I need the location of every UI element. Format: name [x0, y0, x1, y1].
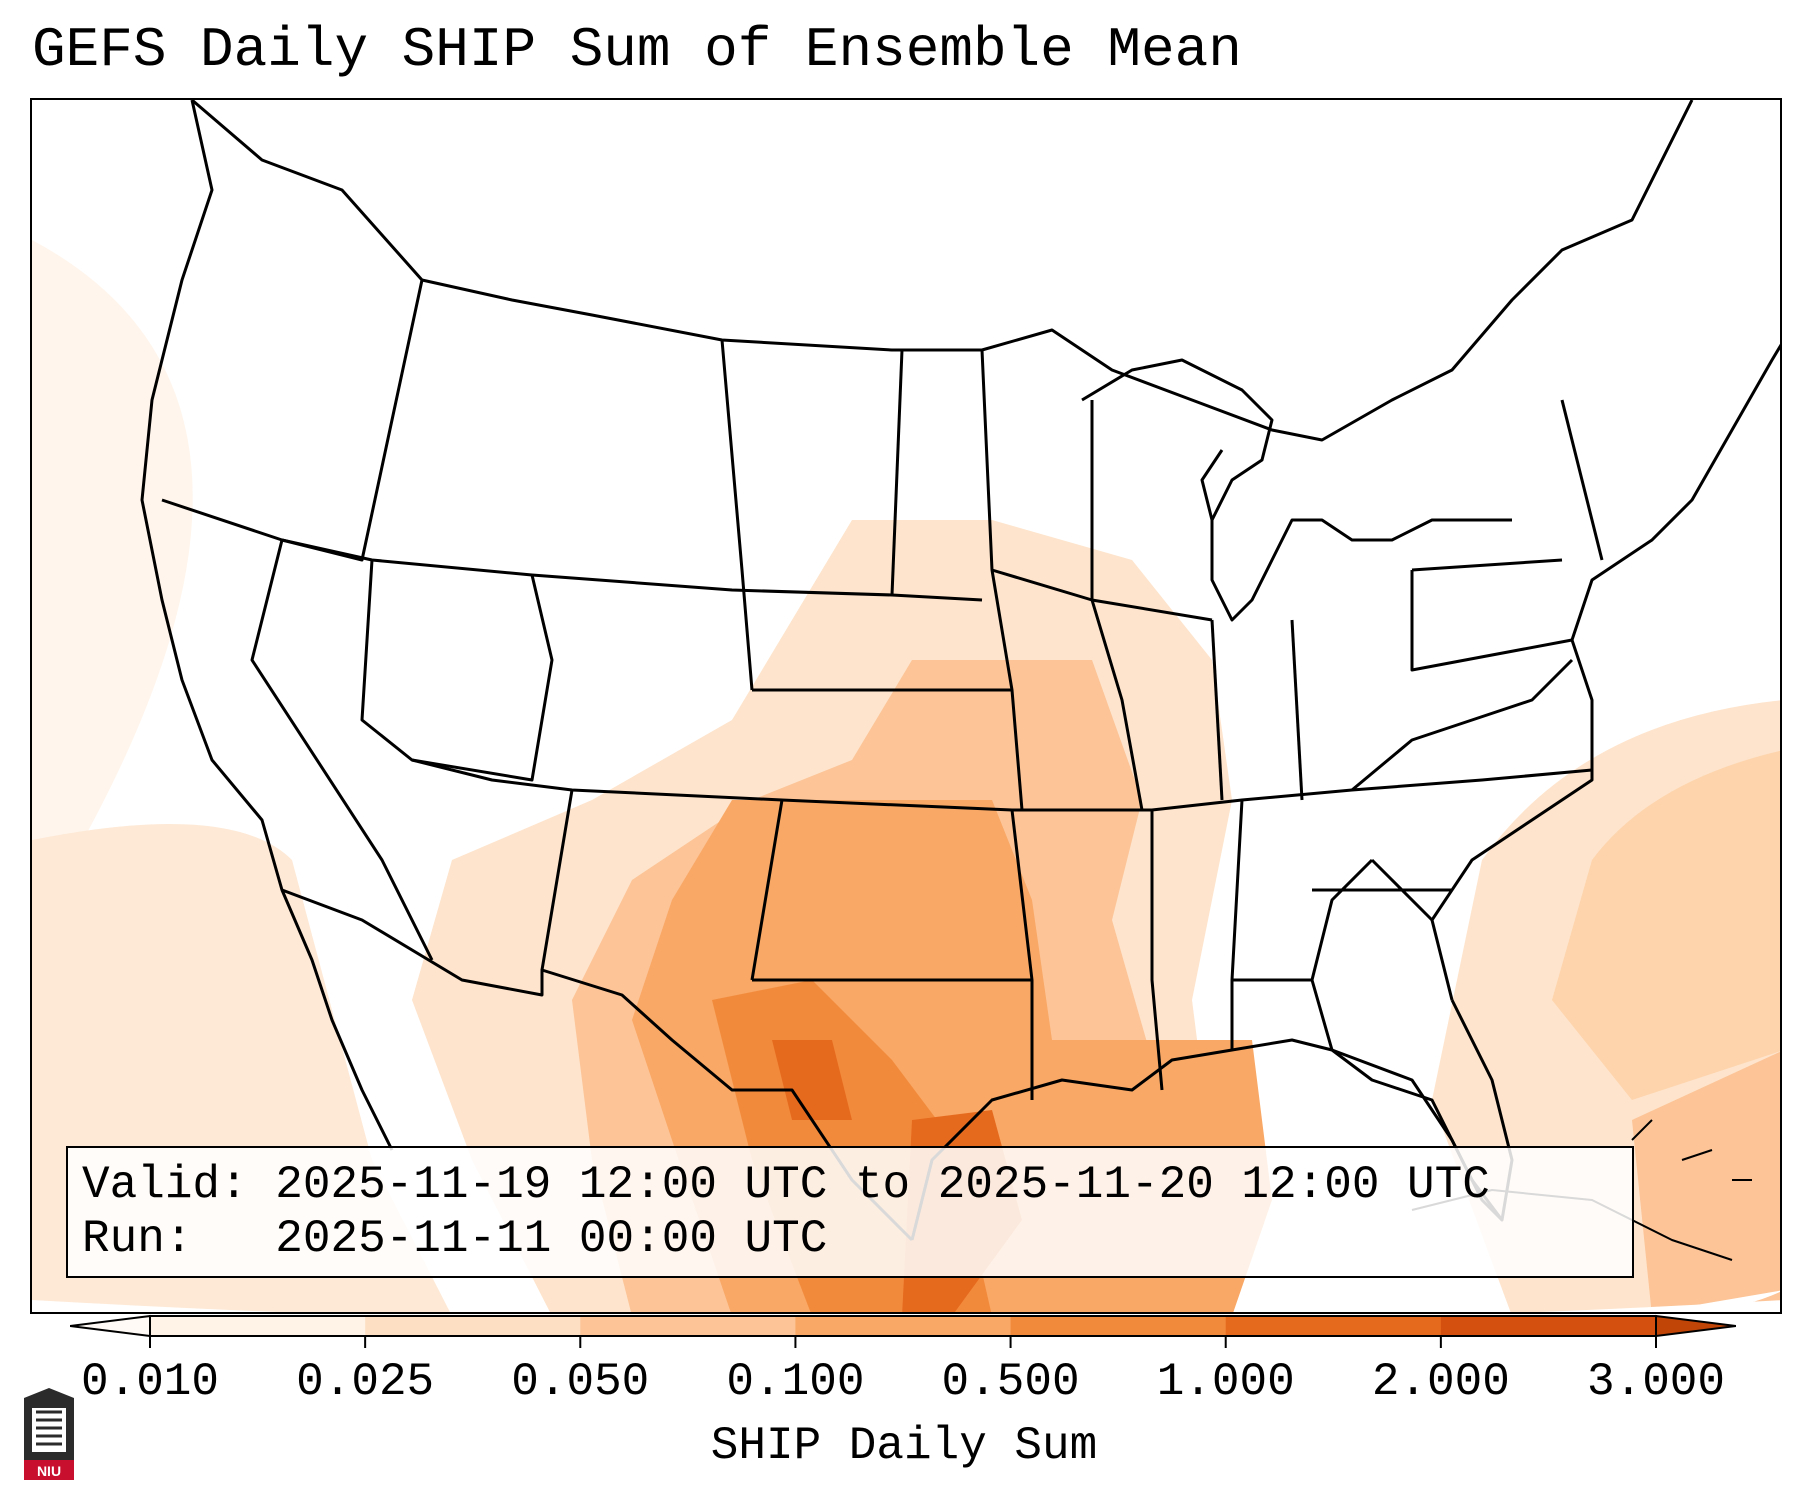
map-svg	[32, 100, 1780, 1312]
colorbar-outline	[149, 1315, 1657, 1337]
valid-row: Valid: 2025-11-19 12:00 UTC to 2025-11-2…	[82, 1158, 1632, 1212]
valid-label: Valid:	[82, 1159, 248, 1211]
colorbar-tick-label: 0.010	[80, 1356, 220, 1408]
colorbar-segment	[1440, 1316, 1657, 1336]
colorbar	[70, 1314, 1736, 1348]
colorbar-tick-label: 2.000	[1371, 1356, 1510, 1408]
colorbar-title: SHIP Daily Sum	[710, 1420, 1098, 1472]
colorbar-segment	[365, 1316, 581, 1336]
valid-value: 2025-11-19 12:00 UTC to 2025-11-20 12:00…	[275, 1159, 1490, 1211]
colorbar-tick-label: 0.050	[511, 1356, 650, 1408]
colorbar-tick-label: 1.000	[1156, 1356, 1295, 1408]
run-label: Run:	[82, 1213, 193, 1265]
colorbar-extend-left	[70, 1314, 151, 1338]
niu-logo: NIU	[24, 1388, 74, 1480]
colorbar-segment	[150, 1316, 366, 1336]
niu-logo-text: NIU	[37, 1463, 61, 1479]
colorbar-extend-right	[1655, 1314, 1736, 1338]
valid-run-box: Valid: 2025-11-19 12:00 UTC to 2025-11-2…	[66, 1146, 1634, 1278]
colorbar-segments	[150, 1316, 1657, 1336]
colorbar-tick-label: 3.000	[1586, 1356, 1726, 1408]
colorbar-tick-label: 0.025	[296, 1356, 435, 1408]
map-panel	[30, 98, 1782, 1314]
colorbar-segment	[1225, 1316, 1442, 1336]
colorbar-tick-label: 0.100	[726, 1356, 865, 1408]
colorbar-tick-label: 0.500	[941, 1356, 1080, 1408]
colorbar-segment	[580, 1316, 796, 1336]
map-title: GEFS Daily SHIP Sum of Ensemble Mean	[32, 18, 1242, 82]
colorbar-ticks	[149, 1336, 1657, 1348]
boundaries	[140, 100, 1780, 1261]
run-value: 2025-11-11 00:00 UTC	[275, 1213, 828, 1265]
colorbar-segment	[1010, 1316, 1227, 1336]
run-row: Run: 2025-11-11 00:00 UTC	[82, 1212, 1632, 1266]
colorbar-segment	[795, 1316, 1012, 1336]
